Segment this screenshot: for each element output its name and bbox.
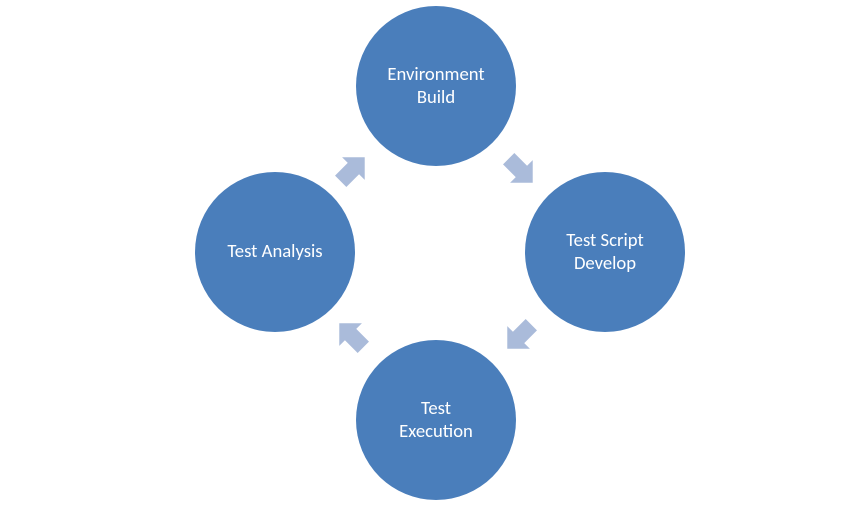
arrow-left-to-top: [332, 150, 372, 190]
node-label: Test Script Develop: [566, 229, 644, 276]
arrow-bottom-to-left: [332, 316, 372, 356]
node-bottom: Test Execution: [356, 340, 516, 500]
node-left: Test Analysis: [195, 172, 355, 332]
arrow-right-to-bottom: [500, 316, 540, 356]
node-right: Test Script Develop: [525, 172, 685, 332]
arrow-top-to-right: [500, 150, 540, 190]
node-top: Environment Build: [356, 6, 516, 166]
node-label: Test Analysis: [227, 240, 322, 263]
node-label: Environment Build: [387, 63, 484, 110]
node-label: Test Execution: [399, 397, 473, 444]
